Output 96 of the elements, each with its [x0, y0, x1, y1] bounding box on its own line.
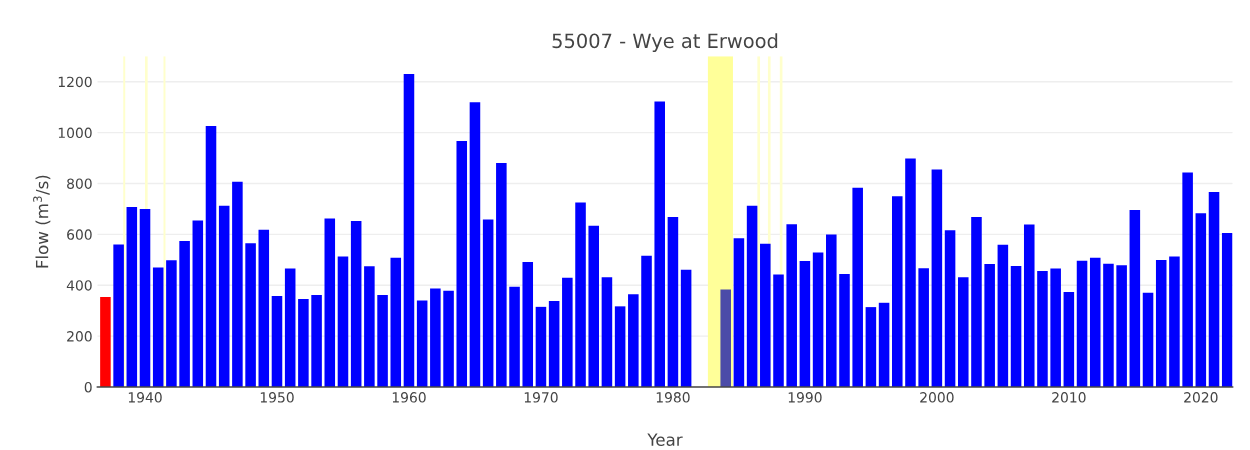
bar: [944, 230, 956, 387]
bar: [562, 277, 573, 387]
bar: [997, 244, 1009, 387]
bar: [812, 252, 824, 387]
bar: [1182, 172, 1193, 387]
bar: [535, 306, 547, 387]
y-tick-label: 800: [67, 178, 92, 189]
x-tick-label: 2010: [1052, 392, 1086, 403]
bar: [496, 163, 507, 387]
y-tick-label: 600: [67, 229, 92, 240]
bar: [1195, 213, 1207, 387]
bar: [1208, 192, 1220, 387]
bar: [522, 262, 534, 387]
bar: [799, 261, 811, 387]
x-tick-label: 2000: [920, 392, 954, 403]
bar: [443, 290, 454, 387]
bar: [680, 269, 692, 387]
x-tick-label: 1970: [524, 392, 558, 403]
x-tick-label: 1950: [260, 392, 294, 403]
bar: [984, 264, 995, 387]
bar: [482, 219, 494, 387]
bar: [1142, 292, 1154, 387]
x-tick-label: 1940: [128, 392, 162, 403]
bar: [1010, 265, 1022, 387]
bar: [614, 306, 626, 387]
bar: [284, 268, 296, 387]
bar: [390, 257, 402, 387]
bar: [1169, 256, 1180, 387]
bar: [430, 288, 441, 387]
bar: [1155, 260, 1167, 387]
bar: [588, 225, 600, 387]
bar: [667, 217, 679, 387]
bar: [350, 221, 362, 387]
bar: [1063, 292, 1075, 387]
bar: [218, 205, 230, 387]
y-axis-title: Flow (m$^{3}$/s): [33, 175, 51, 268]
bar: [1103, 263, 1114, 387]
bar: [1023, 224, 1035, 387]
bar: [628, 294, 639, 387]
bar: [878, 302, 890, 387]
y-tick-label: 1000: [58, 127, 92, 139]
bar: [245, 243, 256, 387]
bar: [892, 196, 903, 387]
y-tick-label: 200: [67, 331, 92, 342]
bar: [509, 286, 520, 387]
bar: [852, 187, 863, 387]
bar: [1050, 268, 1061, 387]
bar: [258, 229, 270, 387]
bar: [1037, 270, 1048, 387]
bar: [786, 224, 797, 387]
bar: [377, 294, 388, 387]
bar: [654, 101, 665, 387]
bar: [839, 274, 850, 387]
bar: [1221, 233, 1233, 387]
bar: [337, 256, 349, 387]
bar: [324, 218, 336, 387]
bar: [733, 238, 745, 387]
bar: [548, 301, 560, 387]
bar: [826, 234, 837, 387]
bar: [271, 295, 283, 387]
chart-title: 55007 - Wye at Erwood: [552, 33, 778, 52]
x-tick-label: 2020: [1184, 392, 1218, 403]
bar: [232, 181, 243, 387]
bar: [1129, 209, 1141, 387]
bar: [918, 268, 929, 387]
bar: [416, 300, 428, 387]
bar: [139, 208, 151, 387]
y-tick-label: 1200: [58, 76, 92, 88]
bar: [720, 289, 731, 387]
bar: [957, 277, 969, 387]
bar: [192, 220, 204, 387]
bar: [1076, 260, 1088, 387]
x-tick-label: 1960: [392, 392, 426, 403]
bar: [403, 74, 415, 387]
bar: [469, 102, 481, 387]
bar: [971, 217, 982, 387]
bar: [205, 125, 217, 387]
bar: [601, 277, 613, 387]
bar: [1089, 257, 1101, 387]
bar: [179, 240, 190, 387]
bar: [641, 255, 652, 387]
bar: [865, 307, 877, 387]
y-tick-label: 0: [84, 381, 92, 393]
bar: [298, 298, 309, 387]
bar: [905, 158, 916, 387]
bar: [311, 294, 322, 387]
bar: [575, 202, 586, 387]
bar: [931, 169, 943, 387]
x-tick-label: 1990: [788, 392, 822, 403]
bar: [100, 296, 111, 387]
bar: [456, 140, 468, 387]
y-tick-label: 400: [66, 280, 92, 291]
x-axis-title: Year: [647, 433, 683, 446]
x-tick-label: 1980: [656, 392, 690, 403]
bar: [1116, 265, 1127, 387]
bar: [364, 266, 375, 387]
